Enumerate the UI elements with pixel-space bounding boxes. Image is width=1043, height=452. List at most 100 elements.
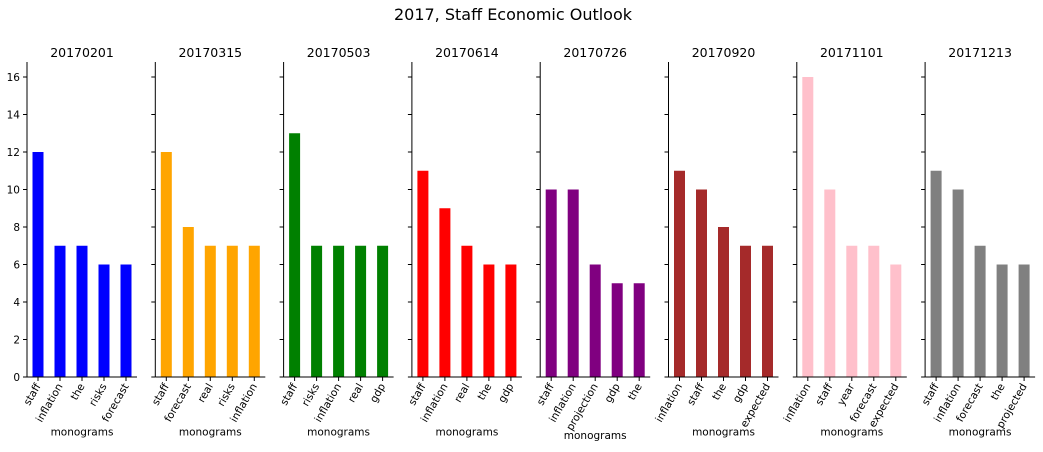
bar	[824, 189, 836, 377]
bar	[289, 133, 301, 377]
x-tick-label: staff	[813, 381, 835, 408]
y-tick-label: 14	[7, 110, 21, 122]
x-tick-label: risks	[215, 382, 238, 409]
x-axis-label: monograms	[51, 426, 114, 438]
bar	[974, 245, 986, 377]
subplot-title: 20170503	[307, 45, 371, 60]
y-tick-label: 6	[13, 260, 20, 272]
bar	[611, 283, 623, 377]
x-axis-label: monograms	[692, 426, 755, 438]
figure-title: 2017, Staff Economic Outlook	[394, 5, 633, 24]
x-tick-label: gdp	[731, 381, 752, 405]
bar	[718, 227, 729, 377]
x-axis-label: monograms	[435, 426, 498, 438]
y-tick-label: 10	[7, 185, 20, 197]
x-tick-label: inflation	[653, 382, 685, 425]
bar	[545, 189, 557, 377]
bar	[355, 245, 367, 377]
subplot-title: 20170315	[178, 45, 242, 60]
bar	[160, 152, 172, 377]
subplot-title: 20170726	[563, 45, 627, 60]
x-tick-label: inflation	[782, 382, 814, 425]
bar	[996, 264, 1008, 377]
bar	[483, 264, 495, 377]
bar	[226, 245, 238, 377]
x-tick-label: gdp	[602, 381, 623, 405]
y-tick-label: 8	[13, 222, 20, 234]
subplot-title: 20171213	[948, 45, 1012, 60]
bar	[120, 264, 132, 377]
bar	[461, 245, 473, 377]
y-tick-label: 2	[13, 335, 20, 347]
x-axis-label: monograms	[179, 426, 242, 438]
y-tick-label: 16	[7, 72, 21, 84]
x-tick-label: gdp	[368, 381, 389, 405]
x-tick-label: staff	[150, 381, 172, 408]
bar	[930, 170, 942, 377]
x-tick-label: year	[835, 381, 857, 408]
x-tick-label: staff	[22, 381, 44, 408]
x-tick-label: gdp	[496, 381, 517, 405]
y-tick-label: 0	[13, 372, 20, 384]
x-tick-label: staff	[406, 381, 428, 408]
bar	[505, 264, 517, 377]
bar	[76, 245, 88, 377]
bar	[377, 245, 389, 377]
bar	[204, 245, 216, 377]
bar	[1018, 264, 1030, 377]
bar	[633, 283, 645, 377]
x-tick-label: risks	[300, 382, 323, 409]
subplot-title: 20171101	[820, 45, 884, 60]
bar	[182, 227, 194, 377]
bar	[439, 208, 451, 377]
subplot-title: 20170920	[692, 45, 756, 60]
bar	[54, 245, 66, 377]
x-tick-label: staff	[278, 381, 300, 408]
bar	[567, 189, 579, 377]
x-tick-label: the	[69, 382, 88, 403]
bar	[868, 245, 880, 377]
x-axis-label: monograms	[949, 426, 1012, 438]
x-tick-label: the	[475, 382, 494, 403]
bar	[762, 245, 773, 377]
bar	[802, 77, 814, 377]
x-axis-label: monograms	[307, 426, 370, 438]
bar	[417, 170, 429, 377]
x-tick-label: the	[989, 382, 1008, 403]
x-tick-label: the	[626, 382, 645, 403]
bar	[589, 264, 601, 377]
bar	[890, 264, 902, 377]
bar	[952, 189, 964, 377]
subplot-title: 20170614	[435, 45, 499, 60]
bar	[311, 245, 323, 377]
x-tick-label: staff	[535, 381, 557, 408]
bar	[674, 170, 685, 377]
bar	[696, 189, 707, 377]
bar	[333, 245, 345, 377]
x-tick-label: the	[710, 382, 729, 403]
x-axis-label: monograms	[564, 430, 627, 442]
bar	[740, 245, 751, 377]
x-tick-label: staff	[685, 381, 707, 408]
x-tick-label: real	[196, 382, 216, 405]
subplot-title: 20170201	[50, 45, 114, 60]
bar	[846, 245, 858, 377]
x-tick-label: staff	[920, 381, 942, 408]
y-tick-label: 12	[7, 147, 20, 159]
bar	[248, 245, 260, 377]
y-tick-label: 4	[13, 297, 20, 309]
bar	[98, 264, 110, 377]
x-axis-label: monograms	[820, 426, 883, 438]
x-tick-label: real	[452, 382, 472, 405]
x-tick-label: real	[346, 382, 366, 405]
